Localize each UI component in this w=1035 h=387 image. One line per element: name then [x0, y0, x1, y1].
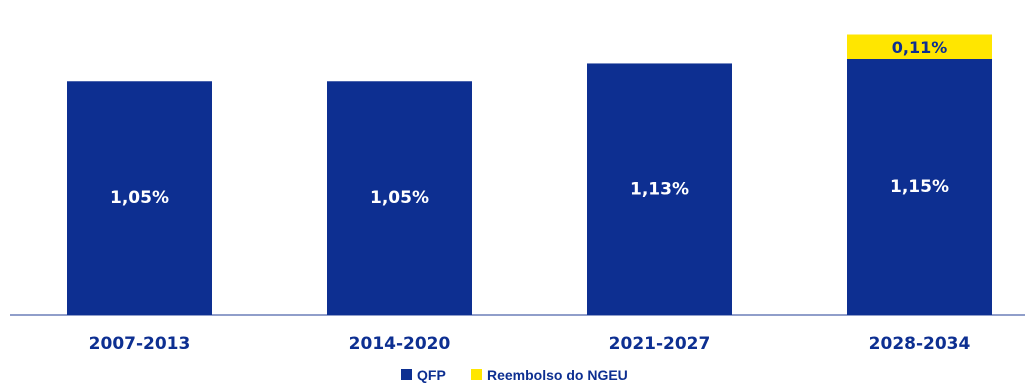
- bar-qfp-2007-2013: [67, 81, 212, 316]
- legend-swatch-ngeu: [471, 369, 482, 380]
- data-label-ngeu-2028-2034: 0,11%: [892, 38, 948, 57]
- data-label-qfp-2014-2020: 1,05%: [370, 188, 429, 208]
- data-label-qfp-2028-2034: 1,15%: [890, 177, 949, 197]
- bar-qfp-2028-2034: [847, 59, 992, 315]
- bar-ngeu-2028-2034: [847, 34, 992, 59]
- bar-qfp-2014-2020: [327, 81, 472, 316]
- category-label-2021-2027: 2021-2027: [609, 334, 711, 354]
- legend-swatch-qfp: [401, 369, 412, 380]
- category-label-2014-2020: 2014-2020: [349, 334, 451, 354]
- legend-label-ngeu: Reembolso do NGEU: [487, 367, 628, 383]
- data-label-qfp-2007-2013: 1,05%: [110, 188, 169, 208]
- bar-qfp-2021-2027: [587, 63, 732, 315]
- category-label-2028-2034: 2028-2034: [869, 334, 971, 354]
- data-label-qfp-2021-2027: 1,13%: [630, 179, 689, 199]
- legend-label-qfp: QFP: [417, 367, 446, 383]
- category-label-2007-2013: 2007-2013: [89, 334, 191, 354]
